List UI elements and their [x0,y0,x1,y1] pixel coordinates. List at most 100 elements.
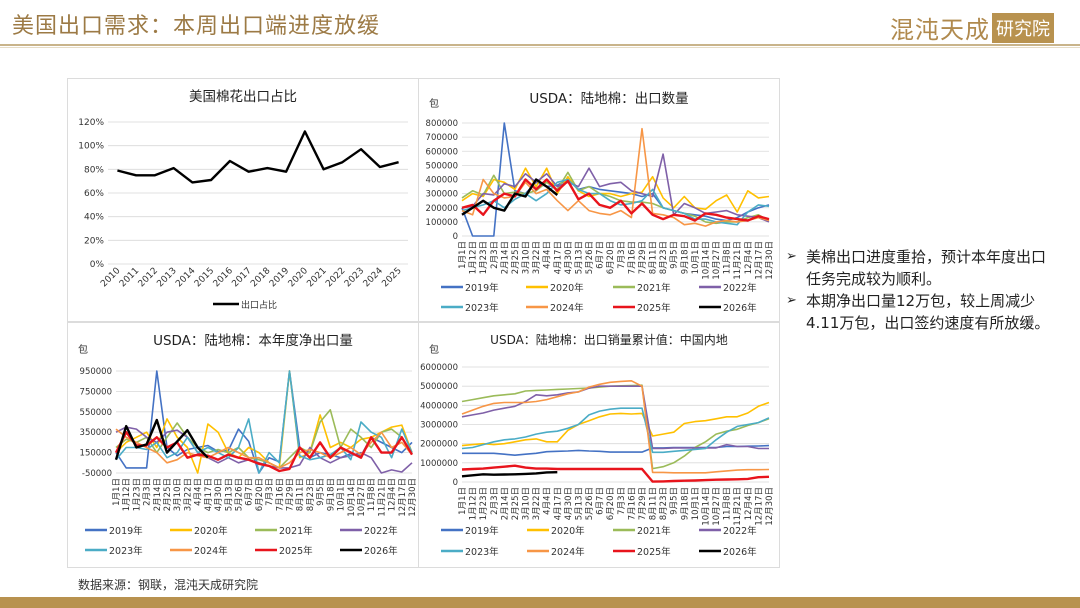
x-tick-label: 5月26日 [585,241,595,274]
legend-label: 2019年 [465,525,499,537]
x-tick-label: 11月21日 [733,487,743,526]
x-tick-label: 2012 [137,266,160,289]
series-line-2021 [461,384,770,470]
chart-cumulative-china: USDA：陆地棉：出口销量累计值：中国内地包 0 1000000 2000000 300… [418,322,780,568]
series-line-2020 [461,167,770,213]
x-tick-label: 2月14日 [500,487,510,520]
x-tick-label: 2月3日 [143,478,153,506]
x-tick-label: 9月5日 [670,241,680,269]
y-tick-label: 4000000 [420,401,458,411]
x-tick-label: 2024 [362,266,385,289]
arrow-bullet-icon: ➢ [786,249,797,264]
x-tick-label: 1月23日 [132,478,142,511]
x-tick-label: 2月14日 [153,478,163,511]
x-tick-label: 6月20日 [255,478,265,511]
chart-export-quantity: USDA：陆地棉：出口数量 包 0 100000 200000 300000 400000 5… [418,78,780,322]
x-tick-label: 5月13日 [574,241,584,274]
x-tick-label: 12月4日 [744,487,754,520]
y-tick-label: 1000000 [420,459,458,469]
series-line-2022 [461,153,770,223]
y-tick-label: 2000000 [420,440,458,450]
legend-label: 2026年 [364,545,398,557]
x-tick-label: 5月26日 [585,487,595,520]
page-title: 美国出口需求：本周出口端进度放缓 [12,14,381,39]
x-tick-label: 2019 [268,266,291,289]
x-tick-label: 4月4日 [543,241,553,269]
legend-label: 2020年 [550,282,584,294]
legend-label: 2022年 [723,282,757,294]
legend-label: 2024年 [550,302,584,314]
x-tick-label: 12月17日 [398,478,408,517]
footer-band [0,597,1080,608]
y-tick-label: 120% [78,118,104,128]
y-tick-label: 5000000 [420,382,458,392]
x-tick-label: 12月30日 [765,487,775,526]
x-tick-label: 8月11日 [296,478,306,511]
x-tick-label: 1月1日 [112,478,122,506]
legend-label: 2022年 [364,525,398,537]
note-item: ➢ 本期净出口量12万包，较上周减少4.11万包，出口签约速度有所放缓。 [786,290,1056,334]
x-tick-label: 2月25日 [511,241,521,274]
legend-label: 2026年 [723,546,757,558]
chart-title: USDA：陆地棉：出口销量累计值：中国内地 [490,332,728,347]
legend-label: 2021年 [637,525,671,537]
y-tick-label: 80% [84,165,104,175]
x-tick-label: 9月5日 [316,478,326,506]
x-tick-label: 7月3日 [617,241,627,269]
x-tick-label: 5月13日 [224,478,234,511]
series-line-2022 [461,385,769,450]
x-tick-label: 10月1日 [691,241,701,274]
y-tick-label: 0 [453,232,458,242]
x-tick-label: 6月20日 [606,487,616,520]
x-tick-label: 7月29日 [638,487,648,520]
chart-title: USDA：陆地棉：本年度净出口量 [153,333,353,349]
header-divider [0,44,1080,46]
x-tick-label: 10月27日 [712,241,722,280]
y-tick-label: 350000 [80,428,112,438]
x-tick-label: 4月4日 [194,478,204,506]
y-tick-label: 800000 [426,119,458,129]
x-tick-label: 2025 [380,266,403,289]
x-tick-label: 11月8日 [367,478,377,511]
x-tick-label: 1月12日 [469,487,479,520]
x-tick-label: 12月30日 [408,478,418,517]
legend-label: 2023年 [465,546,499,558]
x-tick-label: 8月23日 [659,487,669,520]
x-tick-label: 5月26日 [234,478,244,511]
side-notes: ➢ 美棉出口进度重拾，预计本年度出口任务完成较为顺利。 ➢ 本期净出口量12万包… [786,246,1056,334]
series-line-2023 [461,178,770,226]
x-tick-label: 4月30日 [564,487,574,520]
y-tick-label: 600000 [426,147,458,157]
y-tick-label: 0 [453,478,458,488]
y-tick-label: 200000 [426,204,458,214]
y-tick-label: 750000 [80,387,112,397]
x-tick-label: 2017 [230,266,253,289]
source-note: 数据来源：钢联，混沌天成研究院 [78,578,259,592]
series-line-2024 [461,379,770,474]
x-tick-label: 1月1日 [458,487,468,515]
series-line-2025 [461,464,770,483]
y-tick-label: 0% [90,260,105,270]
x-tick-label: 2016 [212,266,235,289]
x-tick-label: 12月30日 [765,241,775,280]
y-tick-label: 3000000 [420,421,458,431]
x-tick-label: 1月12日 [469,241,479,274]
x-tick-label: 2月25日 [511,487,521,520]
y-tick-label: 20% [84,236,104,246]
x-tick-label: 1月23日 [479,487,489,520]
x-tick-label: 2014 [174,266,197,289]
x-tick-label: 2月3日 [490,487,500,515]
x-tick-label: 10月27日 [357,478,367,517]
x-tick-label: 1月1日 [458,241,468,269]
y-tick-label: 300000 [426,190,458,200]
legend-label: 2025年 [279,545,313,557]
x-tick-label: 2月14日 [500,241,510,274]
legend-label: 2024年 [551,546,585,558]
x-tick-label: 9月18日 [326,478,336,511]
x-tick-label: 1月23日 [479,241,489,274]
arrow-bullet-icon: ➢ [786,293,797,308]
legend-label: 2022年 [723,525,757,537]
y-unit-label: 包 [429,97,439,110]
x-tick-label: 12月4日 [744,241,754,274]
